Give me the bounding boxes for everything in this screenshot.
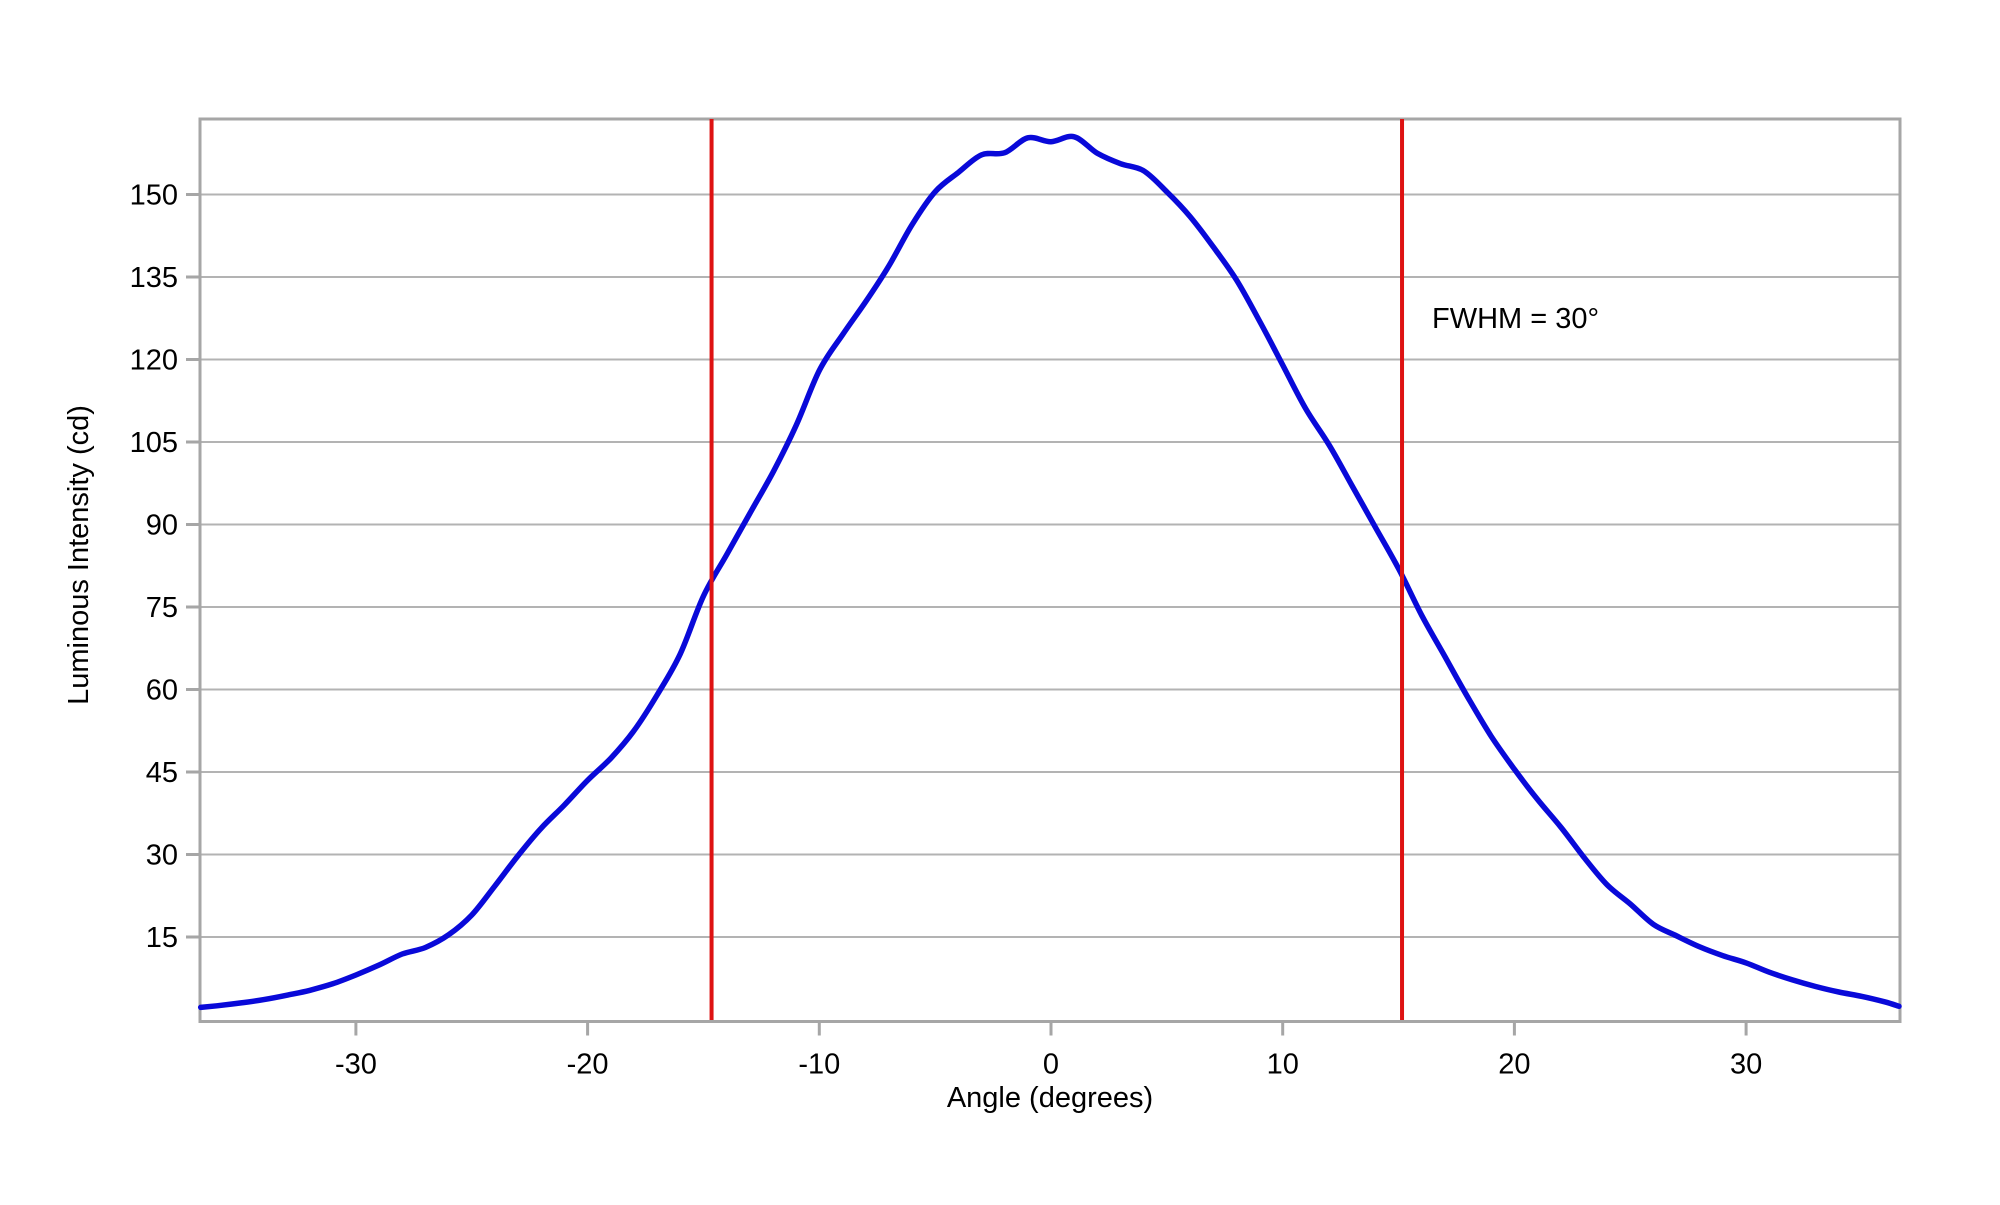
- x-tick-label-0: 0: [1043, 1049, 1059, 1081]
- x-tick-label-20: 20: [1498, 1049, 1530, 1081]
- x-tick-label--10: -10: [798, 1049, 840, 1081]
- x-tick-label-10: 10: [1267, 1049, 1299, 1081]
- y-tick-label-120: 120: [130, 345, 178, 377]
- y-tick-label-150: 150: [130, 180, 178, 212]
- intensity-curve: [197, 133, 1902, 1011]
- y-axis-title: Luminous Intensity (cd): [63, 405, 95, 705]
- y-tick-labels: 15 30 45 60 75 90 105 120 135 150: [130, 180, 178, 955]
- y-tick-label-45: 45: [146, 757, 178, 789]
- y-tick-label-60: 60: [146, 675, 178, 707]
- plot-frame: [198, 117, 1902, 1023]
- y-tick-label-15: 15: [146, 922, 178, 954]
- x-tick-label--30: -30: [335, 1049, 377, 1081]
- y-tick-label-90: 90: [146, 510, 178, 542]
- y-tick-label-75: 75: [146, 592, 178, 624]
- y-tick-label-30: 30: [146, 840, 178, 872]
- x-axis-title: Angle (degrees): [947, 1082, 1153, 1114]
- y-tick-marks: [186, 193, 200, 939]
- x-tick-label--20: -20: [567, 1049, 609, 1081]
- y-gridlines: [200, 193, 1900, 938]
- x-tick-labels: -30 -20 -10 0 10 20 30: [335, 1049, 1762, 1081]
- fwhm-annotation: FWHM = 30°: [1432, 303, 1599, 335]
- x-tick-marks: [354, 1021, 1748, 1036]
- y-tick-label-105: 105: [130, 427, 178, 459]
- x-tick-label-30: 30: [1730, 1049, 1762, 1081]
- y-tick-label-135: 135: [130, 262, 178, 294]
